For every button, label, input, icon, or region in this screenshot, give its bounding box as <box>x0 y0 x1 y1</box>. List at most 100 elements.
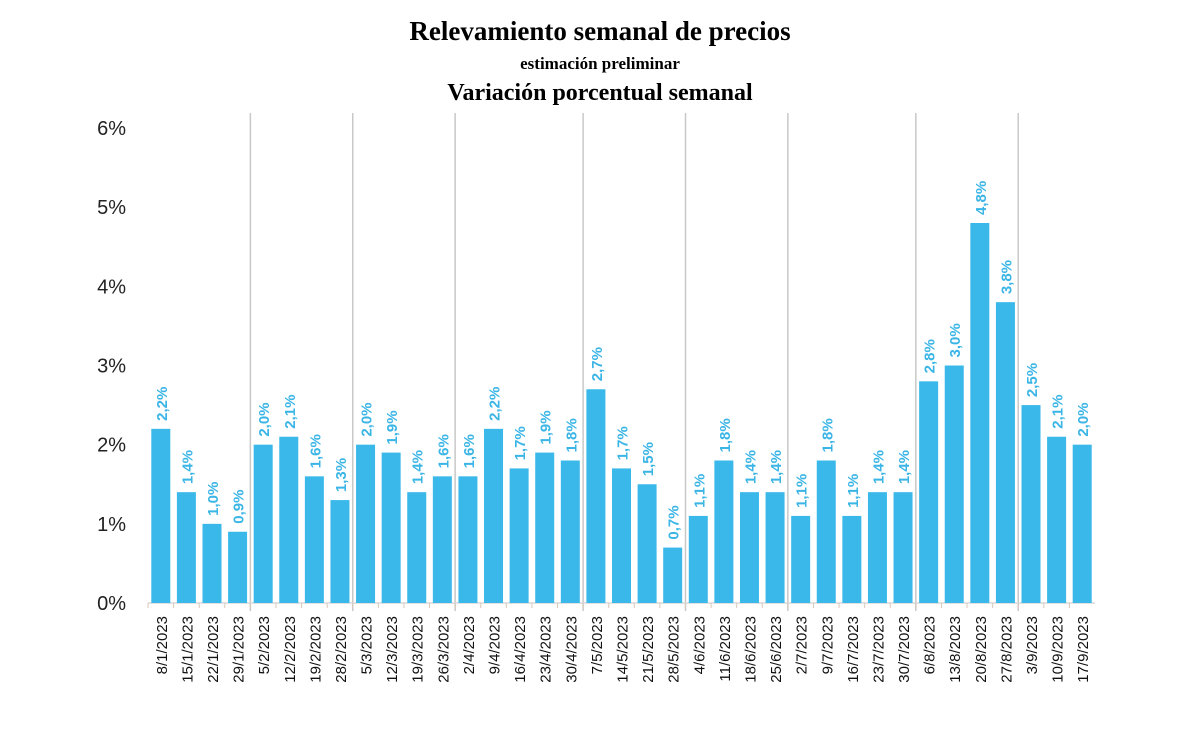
x-tick-label: 28/5/2023 <box>666 616 683 683</box>
data-label: 1,7% <box>615 426 632 460</box>
data-label: 2,1% <box>282 395 299 429</box>
x-tick-label: 11/6/2023 <box>717 616 734 682</box>
bar <box>356 444 376 603</box>
data-label: 1,9% <box>538 410 555 444</box>
chart-title: Relevamiento semanal de precios <box>409 16 791 46</box>
data-label: 1,0% <box>205 482 222 516</box>
x-tick-label: 27/8/2023 <box>998 616 1015 683</box>
data-label: 4,8% <box>973 181 990 215</box>
bar <box>995 302 1015 603</box>
y-tick-label: 4% <box>97 276 126 298</box>
x-tick-label: 6/8/2023 <box>922 616 939 674</box>
x-tick-label: 2/4/2023 <box>461 616 478 674</box>
data-label: 2,2% <box>154 387 171 421</box>
x-tick-label: 2/7/2023 <box>794 616 811 674</box>
data-label: 1,8% <box>717 418 734 452</box>
bar <box>765 492 785 603</box>
bar <box>612 468 631 603</box>
x-tick-label: 21/5/2023 <box>640 616 657 683</box>
data-label: 1,6% <box>435 434 452 468</box>
data-label: 1,6% <box>307 434 324 468</box>
data-label: 1,9% <box>384 410 401 444</box>
data-label: 2,0% <box>1075 402 1092 436</box>
bar <box>279 436 299 603</box>
x-tick-label: 8/1/2023 <box>154 616 171 674</box>
bar <box>176 492 196 603</box>
x-tick-label: 5/3/2023 <box>359 616 376 674</box>
data-label: 2,1% <box>1050 395 1067 429</box>
bar <box>330 500 350 603</box>
data-label: 1,5% <box>640 442 657 476</box>
y-tick-label: 3% <box>97 356 126 378</box>
bar <box>432 476 452 603</box>
x-tick-label: 5/2/2023 <box>256 616 273 674</box>
x-tick-label: 30/7/2023 <box>896 616 913 683</box>
data-label: 2,7% <box>589 347 606 381</box>
bar <box>1047 436 1067 603</box>
data-label: 1,1% <box>845 474 862 508</box>
x-tick-label: 23/4/2023 <box>538 616 555 683</box>
x-tick-label: 16/7/2023 <box>845 616 862 683</box>
data-label: 1,4% <box>410 450 427 484</box>
data-label: 2,5% <box>1024 363 1041 397</box>
bar <box>586 389 606 603</box>
data-label: 1,4% <box>179 450 196 484</box>
bar <box>509 468 529 603</box>
bar <box>304 476 324 603</box>
data-label: 2,8% <box>922 339 939 373</box>
bar <box>151 428 171 603</box>
data-label: 1,4% <box>896 450 913 484</box>
bar <box>688 515 708 603</box>
bar <box>637 484 657 603</box>
bar <box>253 444 273 603</box>
x-tick-label: 9/4/2023 <box>487 616 504 674</box>
x-tick-label: 19/3/2023 <box>410 616 427 683</box>
data-label: 2,2% <box>487 387 504 421</box>
bar <box>739 492 759 603</box>
y-tick-label: 1% <box>97 514 126 536</box>
data-label: 1,1% <box>691 474 708 508</box>
data-label: 0,7% <box>666 505 683 539</box>
bar <box>867 492 887 603</box>
bar <box>458 476 478 603</box>
x-tick-label: 14/5/2023 <box>615 616 632 683</box>
x-tick-label: 23/7/2023 <box>870 616 887 683</box>
data-label: 1,4% <box>742 450 759 484</box>
x-tick-label: 15/1/2023 <box>179 616 196 683</box>
bar <box>535 452 555 603</box>
data-label: 0,9% <box>231 490 248 524</box>
bar <box>228 531 248 603</box>
data-label: 1,3% <box>333 458 350 492</box>
x-tick-label: 4/6/2023 <box>691 616 708 674</box>
data-label: 1,8% <box>819 418 836 452</box>
bar <box>202 523 222 603</box>
x-tick-label: 20/8/2023 <box>973 616 990 683</box>
x-tick-label: 17/9/2023 <box>1075 616 1092 683</box>
y-tick-label: 2% <box>97 435 126 457</box>
data-label: 2,0% <box>359 402 376 436</box>
bar <box>919 381 939 603</box>
x-tick-label: 3/9/2023 <box>1024 616 1041 674</box>
x-tick-label: 10/9/2023 <box>1050 616 1067 683</box>
bar <box>560 460 580 603</box>
bar <box>484 428 504 603</box>
x-tick-label: 12/3/2023 <box>384 616 401 683</box>
data-label: 1,7% <box>512 426 529 460</box>
bar <box>944 365 964 603</box>
data-label: 1,4% <box>768 450 785 484</box>
x-tick-label: 18/6/2023 <box>742 616 759 683</box>
y-tick-label: 6% <box>97 118 126 140</box>
x-tick-label: 26/3/2023 <box>435 616 452 683</box>
data-label: 1,8% <box>563 418 580 452</box>
data-label: 2,0% <box>256 402 273 436</box>
chart-measure-title: Variación porcentual semanal <box>447 80 753 106</box>
bar <box>381 452 401 603</box>
data-label: 3,0% <box>947 323 964 357</box>
x-tick-label: 7/5/2023 <box>589 616 606 674</box>
bar <box>1021 405 1041 603</box>
x-tick-label: 9/7/2023 <box>819 616 836 674</box>
y-tick-label: 0% <box>97 593 126 615</box>
bar <box>842 515 862 603</box>
bar <box>1072 444 1092 603</box>
